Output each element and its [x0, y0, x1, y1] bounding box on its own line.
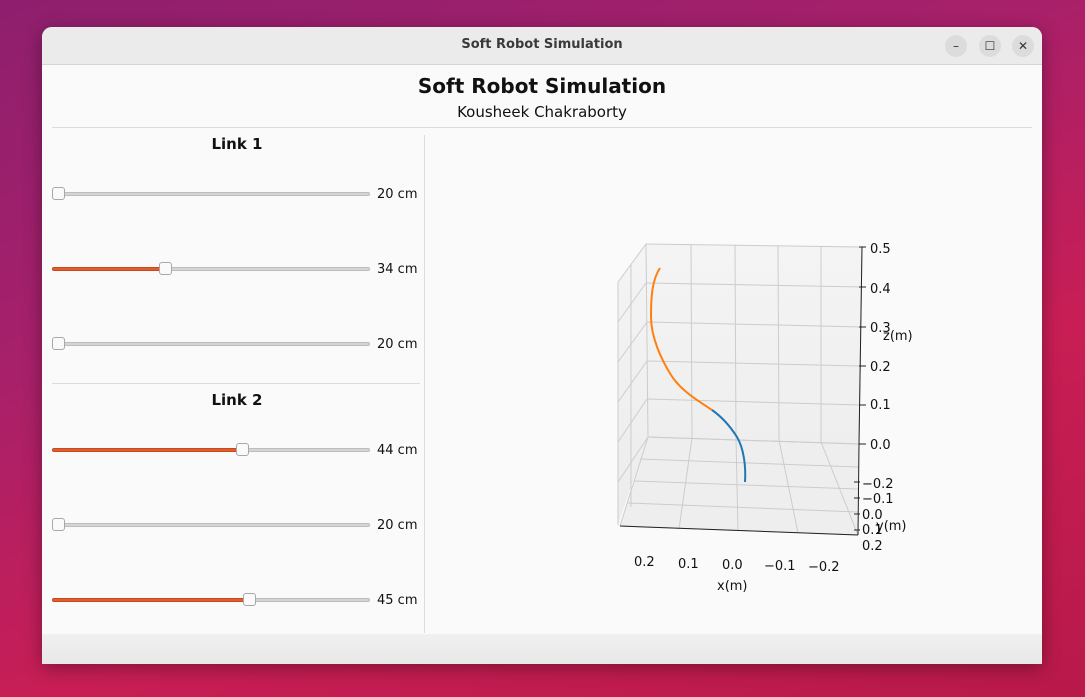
x-axis-label: x(m): [717, 579, 748, 594]
slider-handle[interactable]: [235, 443, 249, 456]
x-tick-label: 0.1: [678, 557, 699, 572]
link-2-title: Link 2: [211, 391, 263, 409]
slider-handle[interactable]: [52, 337, 65, 350]
z-axis-label: z(m): [883, 329, 913, 344]
link-divider: [52, 383, 420, 384]
robot-curves: [649, 267, 747, 483]
link-1-title: Link 1: [211, 135, 263, 153]
link-2-slider-2[interactable]: [52, 518, 370, 532]
floor-pane: [620, 437, 859, 535]
z-tick-label: 0.4: [870, 282, 891, 297]
link-1-slider-2[interactable]: [52, 262, 370, 276]
z-tick-label: 0.3: [870, 321, 891, 336]
z-tick-label: 0.0: [870, 438, 891, 453]
slider-handle[interactable]: [52, 187, 65, 200]
x-axis-ticks: 0.2 0.1 0.0 −0.1 −0.2 x(m): [634, 555, 840, 594]
link-2-value-2: 20 cm: [377, 518, 418, 533]
y-tick-label: 0.1: [862, 523, 883, 538]
axis-lines: [619, 246, 863, 536]
z-tick-label: 0.1: [870, 398, 891, 413]
author-name: Kousheek Chakraborty: [457, 103, 627, 121]
slider-fill: [52, 448, 242, 452]
grid-lines: [617, 243, 863, 536]
axis-panes: [618, 244, 862, 535]
link-2-value-3: 45 cm: [377, 593, 418, 608]
close-button[interactable]: ✕: [1012, 35, 1034, 57]
back-pane: [618, 244, 862, 525]
slider-handle[interactable]: [243, 593, 257, 606]
y-tick-label: −0.2: [862, 477, 894, 492]
z-axis-ticks: 0.0 0.1 0.2 0.3 0.4 0.5 z(m): [859, 242, 913, 453]
y-tick-label: 0.0: [862, 508, 883, 523]
x-tick-label: −0.1: [764, 559, 796, 574]
y-axis-label: y(m): [876, 519, 907, 534]
app-window: Soft Robot Simulation – ☐ ✕ Soft Robot S…: [42, 27, 1042, 664]
x-tick-label: 0.0: [722, 558, 743, 573]
slider-track: [52, 342, 370, 346]
link-2-slider-1[interactable]: [52, 443, 370, 457]
link-2-slider-3[interactable]: [52, 593, 370, 607]
link-2-value-1: 44 cm: [377, 443, 418, 458]
link-1-value-3: 20 cm: [377, 337, 418, 352]
maximize-button[interactable]: ☐: [979, 35, 1001, 57]
link-1-curve: [711, 409, 747, 483]
z-tick-label: 0.2: [870, 360, 891, 375]
link-1-slider-3[interactable]: [52, 337, 370, 351]
title-bar: Soft Robot Simulation – ☐ ✕: [42, 27, 1042, 65]
link-1-slider-1[interactable]: [52, 187, 370, 201]
z-tick-label: 0.5: [870, 242, 891, 257]
y-axis-ticks: −0.2 −0.1 0.0 0.1 0.2 y(m): [854, 477, 907, 554]
slider-handle[interactable]: [52, 518, 65, 531]
header-divider: [52, 127, 1032, 128]
y-tick-label: −0.1: [862, 492, 894, 507]
slider-track: [52, 523, 370, 527]
slider-handle[interactable]: [159, 262, 173, 275]
page-title: Soft Robot Simulation: [417, 74, 667, 98]
robot-3d-plot[interactable]: 0.0 0.1 0.2 0.3 0.4 0.5 z(m) −0.2 −0.1 0…: [426, 137, 1036, 637]
link-1-value-2: 34 cm: [377, 262, 418, 277]
link-2-curve: [649, 267, 713, 411]
window-bottom-bar: [42, 634, 1042, 664]
slider-fill: [52, 267, 166, 271]
window-title: Soft Robot Simulation: [461, 37, 623, 52]
slider-fill: [52, 598, 250, 602]
minimize-button[interactable]: –: [945, 35, 967, 57]
x-tick-label: 0.2: [634, 555, 655, 570]
y-tick-label: 0.2: [862, 539, 883, 554]
x-tick-label: −0.2: [808, 560, 840, 575]
link-1-value-1: 20 cm: [377, 187, 418, 202]
slider-track: [52, 192, 370, 196]
panel-divider: [424, 135, 425, 633]
